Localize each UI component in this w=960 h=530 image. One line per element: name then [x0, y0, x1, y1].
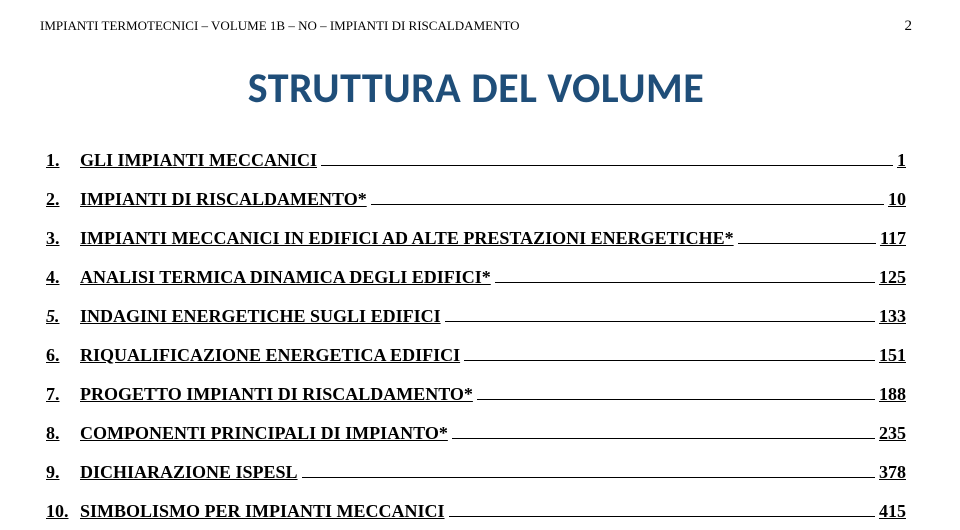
- toc-leader: [477, 399, 875, 400]
- page-title: STRUTTURA DEL VOLUME: [40, 63, 912, 114]
- toc-number: 1.: [46, 150, 80, 171]
- toc-leader: [445, 321, 875, 322]
- toc-page[interactable]: 133: [879, 306, 906, 327]
- toc-number: 5.: [46, 306, 80, 327]
- toc-number: 3.: [46, 228, 80, 249]
- toc-label[interactable]: RIQUALIFICAZIONE ENERGETICA EDIFICI: [80, 345, 460, 366]
- toc-label[interactable]: COMPONENTI PRINCIPALI DI IMPIANTO*: [80, 423, 448, 444]
- toc-label[interactable]: PROGETTO IMPIANTI DI RISCALDAMENTO*: [80, 384, 473, 405]
- toc-page[interactable]: 10: [888, 189, 906, 210]
- toc-label[interactable]: SIMBOLISMO PER IMPIANTI MECCANICI: [80, 501, 445, 522]
- toc-row: 6.RIQUALIFICAZIONE ENERGETICA EDIFICI 151: [46, 345, 906, 366]
- toc-leader: [495, 282, 875, 283]
- toc-number: 6.: [46, 345, 80, 366]
- toc-page[interactable]: 117: [880, 228, 906, 249]
- toc-row: 4.ANALISI TERMICA DINAMICA DEGLI EDIFICI…: [46, 267, 906, 288]
- toc-label[interactable]: GLI IMPIANTI MECCANICI: [80, 150, 317, 171]
- toc-row: 9.DICHIARAZIONE ISPESL 378: [46, 462, 906, 483]
- toc-label[interactable]: IMPIANTI MECCANICI IN EDIFICI AD ALTE PR…: [80, 228, 734, 249]
- toc-leader: [738, 243, 876, 244]
- toc-page[interactable]: 378: [879, 462, 906, 483]
- toc-row: 3.IMPIANTI MECCANICI IN EDIFICI AD ALTE …: [46, 228, 906, 249]
- toc-page[interactable]: 151: [879, 345, 906, 366]
- toc-leader: [371, 204, 884, 205]
- toc-number: 2.: [46, 189, 80, 210]
- toc-row: 10.SIMBOLISMO PER IMPIANTI MECCANICI 415: [46, 501, 906, 522]
- toc-row: 1.GLI IMPIANTI MECCANICI 1: [46, 150, 906, 171]
- toc-number: 10.: [46, 501, 80, 522]
- toc-row: 2.IMPIANTI DI RISCALDAMENTO* 10: [46, 189, 906, 210]
- toc-page[interactable]: 235: [879, 423, 906, 444]
- toc-label[interactable]: ANALISI TERMICA DINAMICA DEGLI EDIFICI*: [80, 267, 491, 288]
- toc-label[interactable]: INDAGINI ENERGETICHE SUGLI EDIFICI: [80, 306, 441, 327]
- toc-leader: [321, 165, 893, 166]
- toc-label[interactable]: DICHIARAZIONE ISPESL: [80, 462, 298, 483]
- toc-page[interactable]: 125: [879, 267, 906, 288]
- toc-page[interactable]: 1: [897, 150, 906, 171]
- toc-leader: [464, 360, 875, 361]
- toc-leader: [302, 477, 875, 478]
- toc-page[interactable]: 188: [879, 384, 906, 405]
- toc-number: 4.: [46, 267, 80, 288]
- toc-page[interactable]: 415: [879, 501, 906, 522]
- page-number: 2: [905, 18, 913, 35]
- table-of-contents: 1.GLI IMPIANTI MECCANICI 1 2.IMPIANTI DI R…: [40, 150, 912, 522]
- toc-label[interactable]: IMPIANTI DI RISCALDAMENTO*: [80, 189, 367, 210]
- toc-leader: [449, 516, 875, 517]
- toc-number: 8.: [46, 423, 80, 444]
- toc-row: 5.INDAGINI ENERGETICHE SUGLI EDIFICI 133: [46, 306, 906, 327]
- toc-number: 7.: [46, 384, 80, 405]
- toc-row: 8.COMPONENTI PRINCIPALI DI IMPIANTO* 235: [46, 423, 906, 444]
- header-text: IMPIANTI TERMOTECNICI – VOLUME 1B – NO –…: [40, 18, 520, 34]
- toc-row: 7.PROGETTO IMPIANTI DI RISCALDAMENTO* 188: [46, 384, 906, 405]
- toc-leader: [452, 438, 875, 439]
- page-header: IMPIANTI TERMOTECNICI – VOLUME 1B – NO –…: [40, 18, 912, 35]
- toc-number: 9.: [46, 462, 80, 483]
